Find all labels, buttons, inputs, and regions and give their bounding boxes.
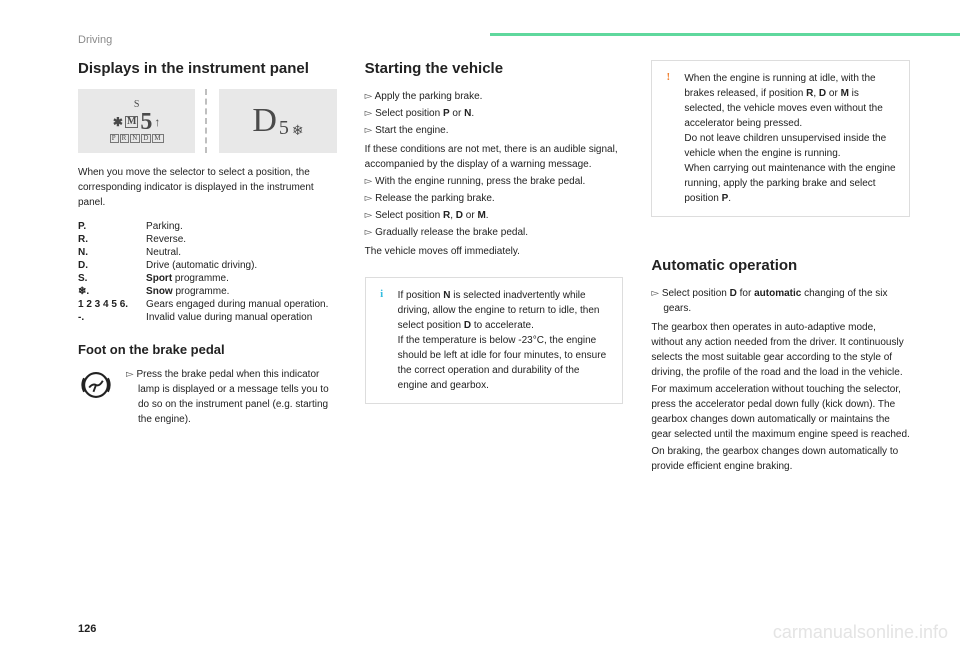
col3-heading: Automatic operation: [651, 257, 910, 274]
foot-text: Press the brake pedal when this indicato…: [126, 367, 337, 427]
page-content: Driving Displays in the instrument panel…: [0, 0, 960, 476]
col3-p2: For maximum acceleration without touchin…: [651, 382, 910, 442]
diagram-right: D5❄: [219, 89, 336, 153]
col3-p1: The gearbox then operates in auto-adapti…: [651, 320, 910, 380]
accent-bar: [490, 33, 960, 36]
auto-step: Select position D for automatic changing…: [651, 286, 910, 316]
start-steps-2: With the engine running, press the brake…: [365, 174, 624, 240]
foot-on-brake: Press the brake pedal when this indicato…: [78, 367, 337, 433]
start-steps-1: Apply the parking brake.Select position …: [365, 89, 624, 138]
warn-icon: !: [660, 69, 676, 85]
col2-mid: If these conditions are not met, there i…: [365, 142, 624, 172]
col3-p3: On braking, the gearbox changes down aut…: [651, 444, 910, 474]
info-text: If position N is selected inadvertently …: [398, 288, 611, 393]
info-icon: i: [374, 286, 390, 302]
col2-tail: The vehicle moves off immediately.: [365, 244, 624, 259]
warn-text: When the engine is running at idle, with…: [684, 71, 897, 206]
foot-brake-icon: [78, 367, 114, 403]
auto-step-item: Select position D for automatic changing…: [651, 286, 910, 316]
column-1: Displays in the instrument panel S ✱M5↑ …: [78, 60, 337, 476]
info-callout: i If position N is selected inadvertentl…: [365, 277, 624, 404]
column-2: Starting the vehicle Apply the parking b…: [365, 60, 624, 476]
col1-heading: Displays in the instrument panel: [78, 60, 337, 77]
definitions-table: P.Parking.R.Reverse.N.Neutral.D.Drive (a…: [78, 220, 328, 324]
diagram-left: S ✱M5↑ PRNDM: [78, 89, 195, 153]
warn-callout: ! When the engine is running at idle, wi…: [651, 60, 910, 217]
col1-intro: When you move the selector to select a p…: [78, 165, 337, 210]
watermark: carmanualsonline.info: [773, 622, 948, 643]
column-3: ! When the engine is running at idle, wi…: [651, 60, 910, 476]
page-number: 126: [78, 623, 96, 635]
instrument-diagram: S ✱M5↑ PRNDM D5❄: [78, 89, 337, 153]
col1-subheading: Foot on the brake pedal: [78, 342, 337, 357]
col2-heading: Starting the vehicle: [365, 60, 624, 77]
diagram-divider: [205, 89, 209, 153]
